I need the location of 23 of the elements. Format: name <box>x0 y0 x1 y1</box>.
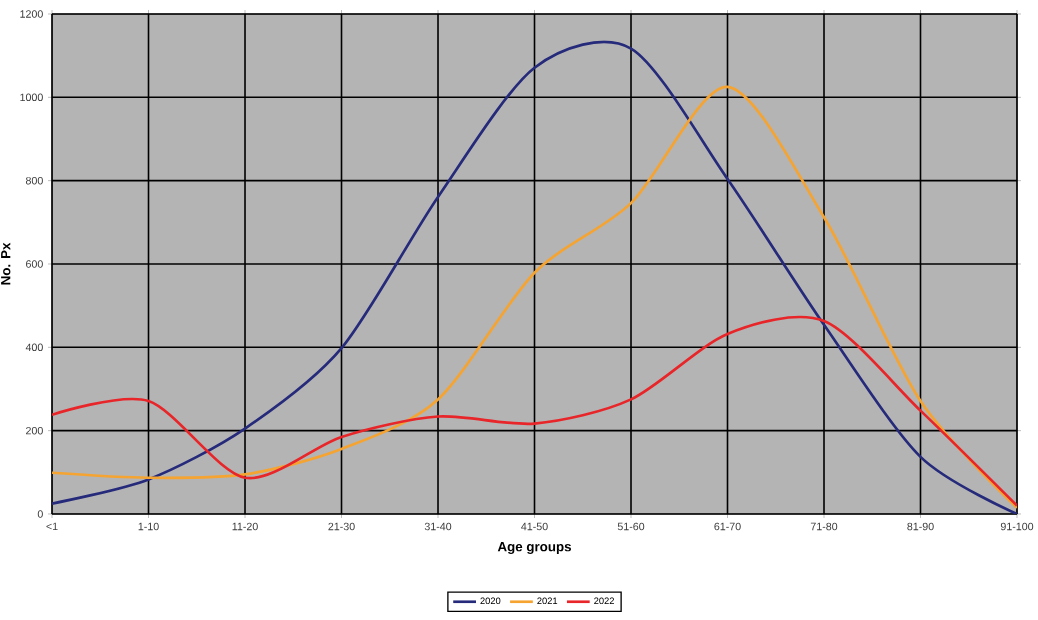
x-tick-label: 41-50 <box>521 522 548 531</box>
y-tick-label: 0 <box>37 510 43 518</box>
x-axis-title: Age groups <box>497 542 571 555</box>
y-tick-label: 600 <box>26 260 43 268</box>
x-tick-label: 91-100 <box>1000 522 1034 531</box>
y-axis-title: No. Px <box>1 242 11 285</box>
legend-label: 2021 <box>537 597 558 605</box>
legend-label: 2022 <box>594 597 614 605</box>
y-tick-label: 200 <box>26 426 43 435</box>
x-tick-label: 11-20 <box>232 522 258 531</box>
x-tick-label: 1-10 <box>138 522 159 531</box>
y-tick-label: 400 <box>25 343 43 352</box>
x-tick-label: 51-60 <box>617 522 645 531</box>
x-tick-label: 21-30 <box>328 522 355 531</box>
x-tick-label: 71-80 <box>810 522 838 531</box>
y-tick-label: 800 <box>25 176 43 185</box>
legend-label: 2020 <box>480 597 501 605</box>
y-tick-label: 1200 <box>20 10 43 18</box>
x-tick-label: <1 <box>46 522 58 531</box>
y-tick-label: 1000 <box>20 93 43 102</box>
x-tick-label: 81-90 <box>907 522 934 531</box>
x-tick-label: 61-70 <box>714 522 741 531</box>
x-tick-label: 31-40 <box>424 522 452 531</box>
